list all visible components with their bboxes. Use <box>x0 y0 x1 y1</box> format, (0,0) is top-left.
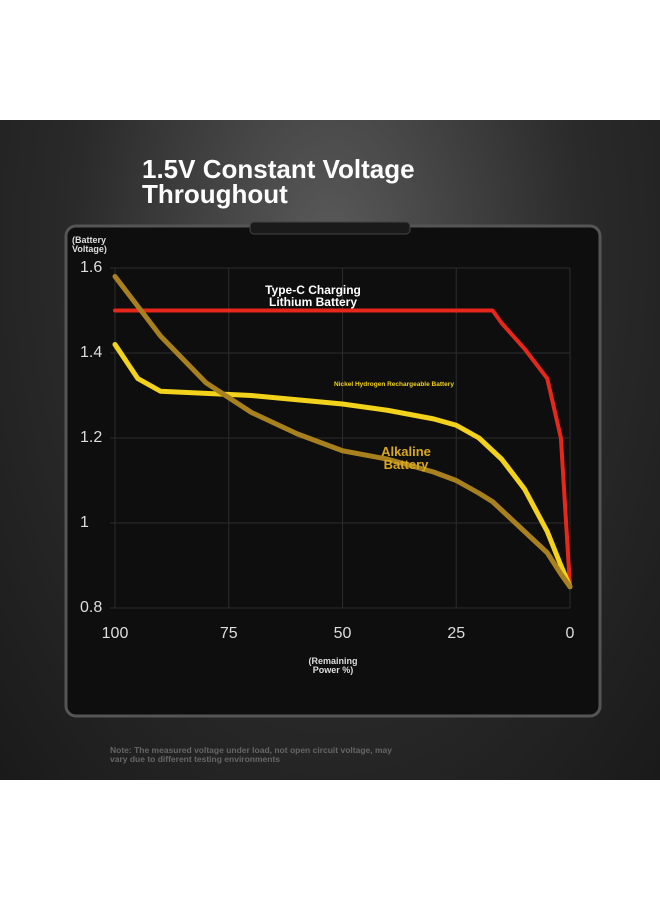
x-tick-label: 50 <box>334 625 352 642</box>
series-line <box>112 274 573 590</box>
chart-title: 1.5V Constant Voltage Throughout <box>142 154 415 209</box>
x-axis-label: (Remaining Power %) <box>308 656 358 675</box>
series-label: Alkaline Battery <box>381 444 431 472</box>
x-tick-label: 25 <box>447 625 465 642</box>
y-tick-label: 1 <box>80 514 89 531</box>
x-tick-label: 100 <box>102 625 129 642</box>
series-label: Type-C Charging Lithium Battery <box>265 283 361 309</box>
y-axis-label: (Battery Voltage) <box>72 235 107 254</box>
series-line <box>112 342 573 590</box>
series-label: Nickel Hydrogen Rechargeable Battery <box>334 381 454 388</box>
plot-area: 0.8 1 1.2 1.4 1.6 100 75 50 25 0 <box>80 259 575 642</box>
y-tick-label: 0.8 <box>80 599 102 616</box>
frame-notch <box>249 221 411 235</box>
footnote: Note: The measured voltage under load, n… <box>110 745 392 764</box>
x-tick-label: 75 <box>220 625 238 642</box>
y-tick-label: 1.6 <box>80 259 102 276</box>
y-tick-label: 1.4 <box>80 344 102 361</box>
y-tick-label: 1.2 <box>80 429 102 446</box>
x-tick-label: 0 <box>566 625 575 642</box>
series-line <box>113 308 572 589</box>
